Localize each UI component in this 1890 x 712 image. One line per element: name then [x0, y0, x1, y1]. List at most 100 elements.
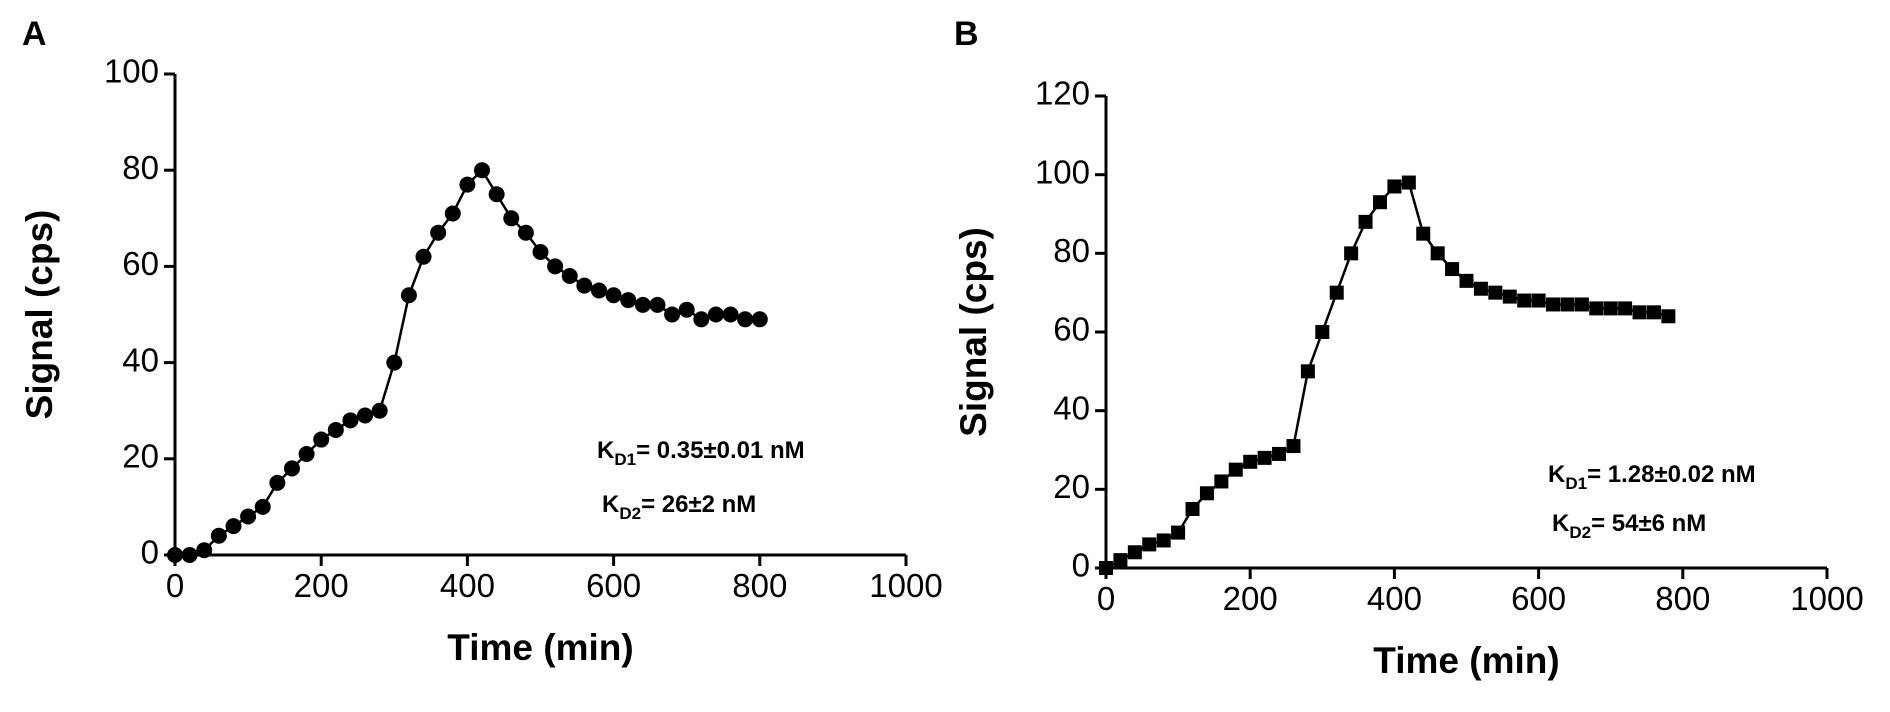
data-point: [444, 205, 461, 222]
data-point: [503, 210, 520, 227]
data-point: [327, 421, 344, 438]
annotation-text: = 1.28±0.02 nM: [1587, 461, 1756, 488]
data-point: [707, 306, 724, 323]
data-point: [1243, 454, 1258, 469]
y-tick-label: 20: [1053, 468, 1090, 505]
data-point: [532, 243, 549, 260]
data-point: [722, 306, 739, 323]
data-point: [1574, 297, 1589, 312]
data-point: [1387, 179, 1402, 194]
data-point: [342, 412, 359, 429]
data-point: [1517, 293, 1532, 308]
data-point: [576, 277, 593, 294]
data-point: [1473, 281, 1488, 296]
data-point: [693, 311, 710, 328]
data-point: [240, 508, 257, 525]
y-tick-label: 60: [1053, 311, 1090, 348]
data-point: [1228, 462, 1243, 477]
data-point: [605, 287, 622, 304]
annotation-symbol: K: [597, 437, 615, 464]
data-point: [1286, 439, 1301, 454]
data-point: [1401, 175, 1416, 190]
data-point: [1257, 450, 1272, 465]
data-point: [371, 402, 388, 419]
data-point: [386, 354, 403, 371]
data-point: [283, 460, 300, 477]
y-tick-label: 120: [1035, 75, 1090, 112]
x-tick-label: 1000: [869, 567, 942, 604]
annotation-symbol: K: [1552, 510, 1570, 537]
data-point: [751, 311, 768, 328]
data-point: [1113, 553, 1128, 568]
x-tick-label: 800: [1655, 580, 1710, 617]
data-point: [313, 431, 330, 448]
y-tick-label: 40: [1053, 389, 1090, 426]
x-tick-label: 400: [1367, 580, 1422, 617]
data-point: [1416, 226, 1431, 241]
annotation-symbol: K: [602, 491, 620, 518]
data-point: [1127, 545, 1142, 560]
data-point: [678, 301, 695, 318]
y-tick-label: 80: [122, 149, 159, 186]
data-point: [459, 176, 476, 193]
data-point: [1646, 305, 1661, 320]
data-point: [1459, 273, 1474, 288]
data-point: [1358, 214, 1373, 229]
data-point: [1603, 301, 1618, 316]
data-point: [210, 527, 227, 544]
data-point: [547, 258, 564, 275]
x-axis-title: Time (min): [1373, 640, 1559, 681]
data-point: [590, 282, 607, 299]
data-point: [357, 407, 374, 424]
x-tick-label: 0: [1097, 580, 1115, 617]
data-point: [1502, 289, 1517, 304]
data-point: [1632, 305, 1647, 320]
y-tick-label: 100: [104, 53, 159, 90]
data-point: [196, 542, 213, 559]
x-tick-label: 600: [1511, 580, 1566, 617]
data-point: [1430, 246, 1445, 261]
x-tick-label: 800: [732, 567, 787, 604]
data-point: [1618, 301, 1633, 316]
data-point: [1560, 297, 1575, 312]
data-line: [1105, 181, 1669, 570]
data-point: [254, 498, 271, 515]
data-point: [1185, 502, 1200, 516]
data-point: [430, 224, 447, 241]
data-point: [1099, 561, 1113, 575]
data-point: [1214, 474, 1229, 489]
data-point: [1589, 301, 1604, 316]
data-point: [1156, 533, 1171, 548]
data-point: [1372, 195, 1387, 210]
annotation-subscript: D2: [1569, 523, 1591, 542]
annotation-symbol: K: [1548, 461, 1566, 488]
data-point: [167, 547, 183, 563]
x-tick-label: 600: [586, 567, 641, 604]
data-point: [1661, 309, 1676, 324]
data-point: [1199, 486, 1214, 501]
x-tick-label: 0: [166, 567, 184, 604]
data-point: [1344, 246, 1359, 261]
data-point: [269, 474, 286, 491]
x-tick-label: 1000: [1790, 580, 1863, 617]
data-point: [1488, 285, 1503, 300]
panel-label: A: [22, 15, 47, 53]
annotation-subscript: D1: [1565, 474, 1587, 493]
data-point: [664, 306, 681, 323]
annotation: KD1= 1.28±0.02 nM: [1548, 461, 1756, 493]
y-tick-label: 20: [122, 438, 159, 475]
data-point: [225, 518, 242, 535]
x-tick-label: 200: [294, 567, 349, 604]
data-point: [474, 162, 491, 179]
annotation: KD1= 0.35±0.01 nM: [597, 437, 805, 469]
data-point: [1272, 446, 1287, 461]
y-tick-label: 60: [122, 245, 159, 282]
annotation-text: = 54±6 nM: [1591, 510, 1706, 537]
data-point: [415, 248, 432, 265]
data-point: [488, 186, 505, 203]
data-point: [1445, 262, 1460, 277]
annotation: KD2= 26±2 nM: [602, 491, 756, 523]
